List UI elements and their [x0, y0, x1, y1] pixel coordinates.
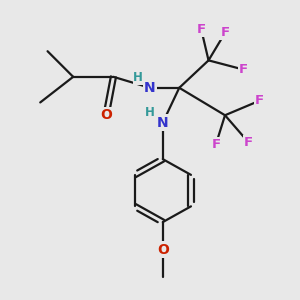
Text: F: F: [255, 94, 264, 107]
Text: N: N: [157, 116, 169, 130]
Text: F: F: [211, 138, 220, 151]
Text: F: F: [197, 23, 206, 36]
Text: F: F: [244, 136, 253, 149]
Text: N: N: [144, 81, 156, 95]
Text: O: O: [157, 242, 169, 256]
Text: H: H: [134, 71, 143, 84]
Text: O: O: [100, 108, 112, 122]
Text: H: H: [145, 106, 155, 119]
Text: F: F: [239, 63, 248, 76]
Text: F: F: [220, 26, 230, 39]
